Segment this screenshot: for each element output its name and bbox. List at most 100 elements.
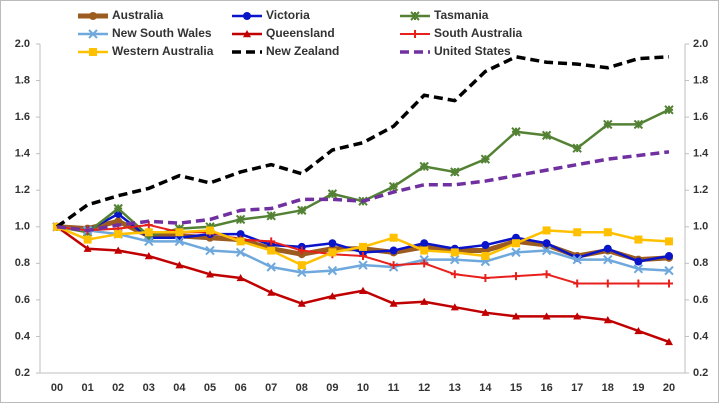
marker <box>175 261 184 269</box>
y2-tick-label: 0.6 <box>693 294 708 306</box>
marker <box>634 326 643 335</box>
marker <box>450 254 460 265</box>
marker <box>83 244 92 252</box>
marker <box>541 245 552 256</box>
marker <box>359 252 367 261</box>
marker <box>235 214 246 225</box>
legend-marker <box>243 12 251 20</box>
marker <box>83 235 92 244</box>
marker <box>328 239 337 248</box>
marker <box>634 279 643 288</box>
y-tick-label: 0.2 <box>15 367 30 379</box>
legend-marker <box>89 12 97 20</box>
marker <box>634 235 643 244</box>
y-tick-label: 0.4 <box>15 330 31 342</box>
marker <box>389 261 398 270</box>
x-tick-label: 13 <box>449 382 461 394</box>
marker <box>297 261 306 270</box>
x-tick-label: 11 <box>388 382 400 394</box>
marker <box>573 228 582 237</box>
marker <box>267 246 276 255</box>
marker <box>450 248 459 257</box>
marker <box>481 241 490 250</box>
marker <box>633 264 644 274</box>
marker <box>481 273 490 282</box>
marker <box>297 267 307 278</box>
marker <box>665 252 673 261</box>
marker <box>267 288 276 296</box>
x-tick-label: 17 <box>571 382 583 394</box>
legend-marker <box>410 11 420 21</box>
y-tick-label: 1.0 <box>15 221 30 233</box>
marker <box>665 279 673 288</box>
x-tick-label: 01 <box>81 382 93 394</box>
marker <box>236 237 245 246</box>
marker <box>205 245 215 256</box>
x-tick-label: 09 <box>326 382 338 394</box>
y2-tick-label: 1.0 <box>693 221 708 233</box>
marker <box>389 246 398 255</box>
marker <box>665 237 673 246</box>
y2-tick-label: 1.8 <box>693 74 708 86</box>
x-tick-label: 10 <box>357 382 369 394</box>
marker <box>603 254 613 265</box>
marker <box>664 105 674 115</box>
marker <box>175 228 184 237</box>
marker <box>634 257 643 266</box>
marker <box>266 262 276 272</box>
marker <box>328 292 337 300</box>
marker <box>572 143 582 153</box>
marker <box>114 230 123 239</box>
x-tick-label: 05 <box>204 382 216 394</box>
marker <box>388 181 399 192</box>
marker <box>633 119 644 130</box>
marker <box>113 203 123 214</box>
marker <box>603 315 612 324</box>
marker <box>572 254 582 265</box>
marker <box>266 211 276 221</box>
y2-tick-label: 1.4 <box>693 148 709 160</box>
y2-tick-label: 1.2 <box>693 184 708 196</box>
marker <box>603 279 612 288</box>
marker <box>664 265 674 276</box>
marker <box>512 239 520 248</box>
marker <box>480 154 491 164</box>
legend-label: United States <box>434 44 511 58</box>
marker <box>481 252 490 261</box>
marker <box>420 297 429 305</box>
marker <box>542 270 551 279</box>
marker <box>389 299 398 307</box>
marker <box>603 244 612 253</box>
x-tick-label: 12 <box>418 382 430 394</box>
marker <box>358 260 368 270</box>
y-tick-label: 1.8 <box>15 74 30 86</box>
x-tick-label: 20 <box>663 382 675 394</box>
y-tick-label: 1.2 <box>15 184 30 196</box>
legend-marker <box>88 29 98 39</box>
marker <box>235 247 246 258</box>
marker <box>573 279 582 288</box>
marker <box>359 242 367 251</box>
marker <box>420 239 429 248</box>
marker <box>114 209 123 218</box>
x-tick-label: 16 <box>540 382 552 394</box>
y-tick-label: 1.4 <box>15 148 31 160</box>
y-tick-label: 0.6 <box>15 294 30 306</box>
marker <box>206 270 214 278</box>
marker <box>450 167 460 177</box>
legend-marker <box>411 30 419 38</box>
legend-label: New South Wales <box>112 26 212 40</box>
legend-label: Victoria <box>266 8 310 22</box>
y-tick-label: 1.6 <box>15 111 30 123</box>
legend-label: New Zealand <box>266 44 339 58</box>
y-tick-label: 0.8 <box>15 257 30 269</box>
marker <box>297 205 307 216</box>
legend-label: Western Australia <box>112 44 214 58</box>
x-tick-label: 18 <box>602 382 614 394</box>
x-tick-label: 04 <box>173 382 186 394</box>
x-tick-label: 00 <box>51 382 63 394</box>
marker <box>359 286 367 294</box>
x-tick-label: 06 <box>234 382 246 394</box>
marker <box>327 265 338 276</box>
